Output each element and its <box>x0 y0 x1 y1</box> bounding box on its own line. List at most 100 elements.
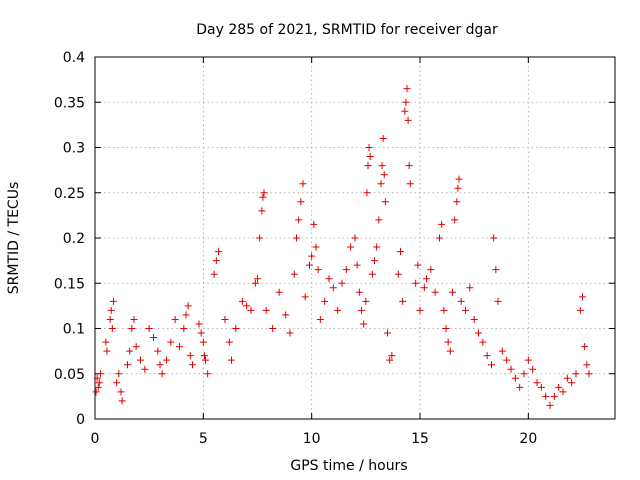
data-point <box>141 365 149 373</box>
data-point <box>375 216 383 224</box>
data-point <box>550 392 558 400</box>
data-point <box>546 401 554 409</box>
data-point <box>137 356 144 364</box>
data-point <box>440 306 448 314</box>
y-tick-label: 0.05 <box>54 367 85 383</box>
data-point <box>488 361 495 369</box>
data-point <box>559 388 567 396</box>
data-point <box>520 370 528 378</box>
data-point <box>329 284 337 292</box>
data-point <box>529 365 537 373</box>
data-point <box>215 248 222 256</box>
data-point <box>362 297 370 305</box>
data-point <box>423 275 430 283</box>
data-point <box>446 347 454 355</box>
data-point <box>470 315 478 323</box>
y-tick-label: 0.35 <box>54 95 85 111</box>
y-tick-label: 0.25 <box>54 186 85 202</box>
x-axis-label: GPS time / hours <box>290 458 407 474</box>
data-point <box>251 279 259 287</box>
data-point <box>401 107 409 115</box>
data-point <box>431 288 439 296</box>
data-point <box>314 266 322 274</box>
data-point <box>511 374 519 382</box>
data-point <box>379 134 387 142</box>
data-point <box>420 284 428 292</box>
data-point <box>238 297 246 305</box>
data-point <box>171 315 179 323</box>
data-point <box>342 266 350 274</box>
data-point <box>290 270 298 278</box>
data-point <box>351 234 359 242</box>
data-point <box>312 243 320 251</box>
data-point <box>295 216 303 224</box>
data-point <box>225 338 233 346</box>
data-point <box>412 279 420 287</box>
x-tick-label: 5 <box>199 431 208 447</box>
data-point <box>451 216 459 224</box>
data-point <box>254 275 261 283</box>
data-point <box>466 284 474 292</box>
data-point <box>163 356 170 364</box>
data-point <box>533 379 541 387</box>
data-point <box>200 352 208 360</box>
data-point <box>256 234 264 242</box>
data-point <box>260 189 268 197</box>
data-point <box>365 144 373 151</box>
data-point <box>293 234 300 242</box>
data-point <box>184 302 192 310</box>
data-point <box>416 306 424 314</box>
data-point <box>96 370 104 378</box>
data-point <box>397 248 404 256</box>
data-point <box>380 171 388 179</box>
data-point <box>95 379 103 387</box>
data-point <box>576 306 584 314</box>
data-point <box>368 270 376 278</box>
x-tick-label: 20 <box>519 431 537 447</box>
data-point <box>427 266 435 274</box>
data-point <box>394 270 402 278</box>
data-point <box>583 361 591 369</box>
data-point <box>247 306 255 314</box>
y-tick-label: 0.4 <box>63 50 85 66</box>
data-point <box>498 347 506 355</box>
data-point <box>568 379 576 387</box>
data-point <box>483 352 491 360</box>
data-point <box>118 397 126 405</box>
data-point <box>195 320 203 328</box>
data-point <box>353 261 361 269</box>
data-point <box>94 383 102 391</box>
data-point <box>438 220 446 228</box>
data-point <box>364 162 372 170</box>
data-point <box>228 356 235 364</box>
data-point <box>92 388 100 396</box>
data-point <box>334 306 342 314</box>
data-point <box>414 261 422 269</box>
data-point <box>269 325 277 332</box>
data-point <box>444 338 452 346</box>
data-point <box>189 361 196 369</box>
data-point <box>180 325 188 332</box>
y-tick-label: 0.1 <box>63 322 85 338</box>
y-axis-label: SRMTID / TECUs <box>6 182 22 295</box>
data-point <box>262 306 270 314</box>
data-point <box>494 297 502 305</box>
data-point <box>542 392 550 400</box>
chart-title: Day 285 of 2021, SRMTID for receiver dga… <box>196 22 498 38</box>
y-tick-label: 0.15 <box>54 276 85 292</box>
data-point <box>377 180 385 188</box>
x-tick-label: 0 <box>91 431 100 447</box>
data-point <box>503 356 511 364</box>
data-point <box>516 383 524 391</box>
data-point <box>167 338 175 346</box>
data-point <box>107 306 115 314</box>
data-point <box>212 257 220 265</box>
data-point <box>182 311 190 319</box>
data-point <box>585 370 593 378</box>
data-point <box>115 370 123 378</box>
data-point <box>154 347 162 355</box>
data-point <box>338 279 346 287</box>
data-point <box>325 275 333 283</box>
tick-labels: 0 0.05 0.1 0.15 0.2 0.25 0.3 0.35 0.4 0 5 10 15 20 <box>54 50 537 447</box>
data-points <box>92 85 593 409</box>
